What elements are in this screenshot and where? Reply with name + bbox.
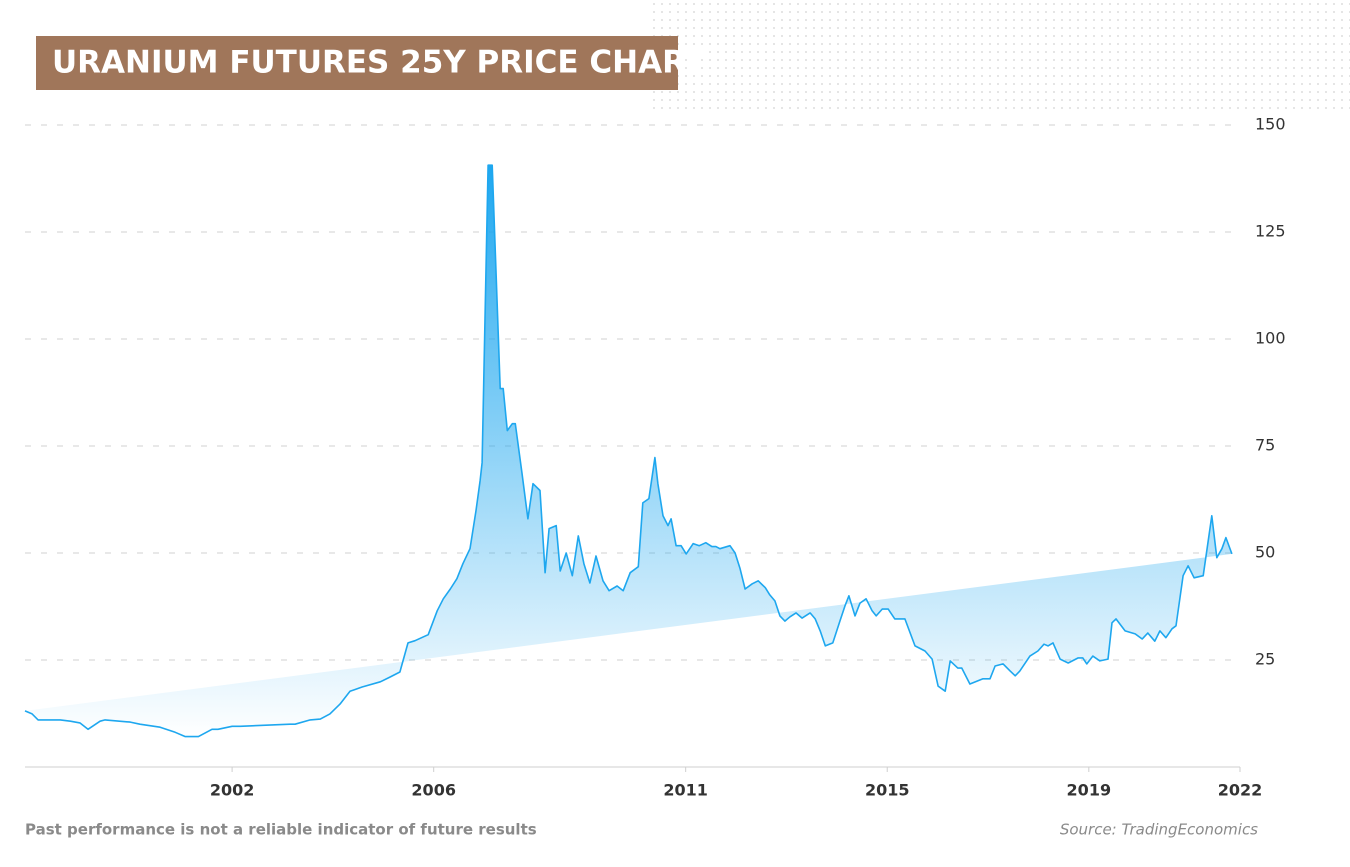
area <box>25 165 1232 737</box>
dot-pattern <box>650 0 1350 110</box>
y-tick-label: 75 <box>1255 436 1275 455</box>
x-tick-label: 2019 <box>1067 781 1112 800</box>
chart-title: URANIUM FUTURES 25Y PRICE CHART <box>52 45 706 81</box>
x-tick-label: 2011 <box>663 781 708 800</box>
x-tick-label: 2006 <box>411 781 456 800</box>
line <box>24 164 1233 738</box>
y-tick-label: 150 <box>1255 115 1286 134</box>
title-box <box>36 36 678 90</box>
y-tick-label: 125 <box>1255 222 1286 241</box>
x-tick-label: 2015 <box>865 781 910 800</box>
y-tick-label: 100 <box>1255 329 1286 348</box>
x-tick-label: 2002 <box>210 781 255 800</box>
y-tick-label: 50 <box>1255 543 1275 562</box>
x-tick-label: 2022 <box>1218 781 1263 800</box>
source: Source: TradingEconomics <box>1060 821 1258 839</box>
y-tick-label: 25 <box>1255 650 1275 669</box>
footnote: Past performance is not a reliable indic… <box>25 821 537 839</box>
